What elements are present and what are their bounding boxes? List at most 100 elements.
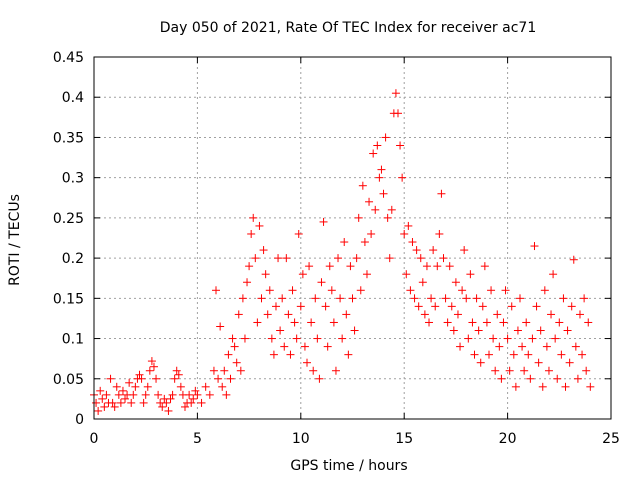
data-point-marker [348,294,357,303]
data-point-marker [315,374,324,383]
data-point-marker [205,390,214,399]
data-point-marker [290,318,299,327]
data-point-marker [435,229,444,238]
data-point-marker [393,109,402,118]
data-point-marker [305,262,314,271]
data-point-marker [164,406,173,415]
data-point-marker [354,213,363,222]
data-points [90,89,595,415]
data-point-marker [385,254,394,263]
data-point-marker [282,254,291,263]
data-point-marker [303,358,312,367]
data-point-marker [261,270,270,279]
data-point-marker [478,302,487,311]
data-point-marker [528,334,537,343]
data-point-marker [263,310,272,319]
data-point-marker [284,310,293,319]
data-point-marker [125,378,134,387]
data-point-marker [249,213,258,222]
data-point-marker [373,141,382,150]
data-point-marker [323,342,332,351]
data-point-marker [334,254,343,263]
data-point-marker [185,390,194,399]
x-tick-label: 20 [499,431,517,447]
data-point-marker [344,350,353,359]
data-point-marker [112,382,121,391]
data-point-marker [580,294,589,303]
data-point-marker [147,357,156,366]
data-point-marker [236,366,245,375]
data-point-marker [166,394,175,403]
data-point-marker [480,262,489,271]
data-point-marker [375,173,384,182]
data-point-marker [449,326,458,335]
data-point-marker [365,197,374,206]
y-tick-label: 0.4 [62,90,84,106]
data-point-marker [468,318,477,327]
data-point-marker [131,382,140,391]
data-point-marker [540,286,549,295]
y-tick-label: 0.1 [62,332,84,348]
data-point-marker [154,390,163,399]
data-point-marker [149,362,158,371]
data-point-marker [220,366,229,375]
data-point-marker [404,221,413,230]
data-point-marker [274,254,283,263]
data-point-marker [367,229,376,238]
data-point-marker [456,342,465,351]
data-point-marker [458,286,467,295]
data-point-marker [505,366,514,375]
data-point-marker [269,350,278,359]
data-point-marker [245,262,254,271]
data-point-marker [271,302,280,311]
data-point-marker [288,286,297,295]
data-point-marker [129,390,138,399]
data-point-marker [356,286,365,295]
data-point-marker [174,370,183,379]
data-point-marker [443,318,452,327]
data-point-marker [400,229,409,238]
data-point-marker [503,334,512,343]
data-point-marker [360,238,369,247]
data-point-marker [362,270,371,279]
data-point-marker [152,374,161,383]
data-point-marker [232,358,241,367]
data-point-marker [172,366,181,375]
y-tick-label: 0.05 [53,372,84,388]
data-point-marker [102,390,111,399]
data-point-marker [201,382,210,391]
data-point-marker [311,294,320,303]
data-point-marker [567,302,576,311]
data-point-marker [340,238,349,247]
data-point-marker [317,278,326,287]
data-point-marker [243,278,252,287]
data-point-marker [509,350,518,359]
data-point-marker [141,390,150,399]
data-point-marker [238,294,247,303]
y-axis-label: ROTI / TECUs [7,194,23,286]
data-point-marker [451,278,460,287]
data-point-marker [158,402,167,411]
data-point-marker [571,342,580,351]
data-point-marker [259,246,268,255]
data-point-marker [100,402,109,411]
data-point-marker [406,286,415,295]
data-point-marker [108,398,117,407]
data-point-marker [544,366,553,375]
data-point-marker [530,242,539,251]
data-point-marker [396,141,405,150]
data-point-marker [563,326,572,335]
data-point-marker [538,382,547,391]
data-point-marker [462,294,471,303]
data-point-marker [162,398,171,407]
data-point-marker [511,382,520,391]
data-point-marker [251,254,260,263]
data-point-marker [247,229,256,238]
data-point-marker [191,386,200,395]
data-point-marker [561,382,570,391]
data-point-marker [416,254,425,263]
data-point-marker [226,374,235,383]
data-point-marker [331,366,340,375]
data-point-marker [569,255,578,264]
data-point-marker [319,217,328,226]
